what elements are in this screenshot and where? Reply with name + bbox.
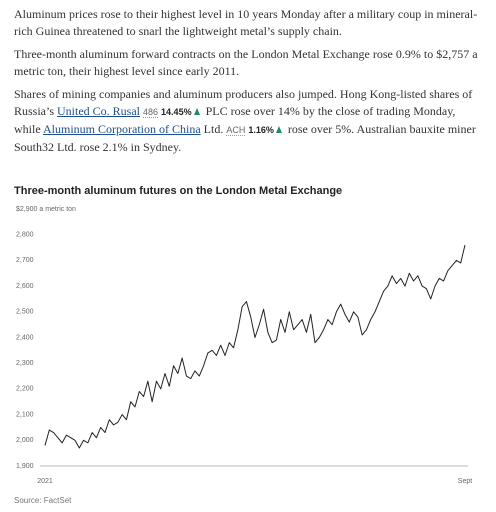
paragraph: Aluminum prices rose to their highest le… [14,7,478,38]
y-tick-label: 2,800 [16,232,34,239]
source: Source: FactSet [14,496,72,505]
price-change: 1.16% [248,125,274,135]
link[interactable]: United Co. Rusal [57,104,141,118]
y-tick-label: 2,400 [16,334,34,341]
link[interactable]: Aluminum Corporation of China [43,122,201,136]
y-tick-label: 2,300 [16,360,34,367]
up-arrow [275,126,282,133]
text: Ltd. [200,122,227,136]
x-tick-label: 2021 [37,478,53,485]
chart-title: Three-month aluminum futures on the Lond… [14,185,342,197]
y-tick-label: 2,500 [16,309,34,316]
ticker[interactable]: ACH [226,125,246,136]
up-arrow [193,108,200,115]
text: Shares of mining companies and aluminum … [14,87,473,118]
text: rose over 5%. Australian bauxite miner S… [14,122,476,154]
x-tick-label: Sept [458,478,472,485]
text: PLC rose over 14% by the close of tradin… [14,104,456,136]
y-tick-label: 2,100 [16,411,34,418]
paragraph: Shares of mining companies and aluminum … [14,86,484,156]
y-tick-label: 2,000 [16,437,34,444]
paragraph: Three-month aluminum forward contracts o… [14,47,478,78]
y-tick-label: 1,900 [16,463,34,470]
price-line [44,244,466,449]
article: Aluminum prices rose to their highest le… [14,6,484,162]
y-tick-label: 2,700 [16,257,34,264]
ticker[interactable]: 486 [143,107,159,118]
y-tick-label: $2,900 a metric ton [16,206,76,213]
y-tick-label: 2,600 [16,283,34,290]
price-change: 14.45% [161,107,192,117]
chart: Three-month aluminum futures on the Lond… [14,185,472,505]
y-tick-label: 2,200 [16,386,34,393]
